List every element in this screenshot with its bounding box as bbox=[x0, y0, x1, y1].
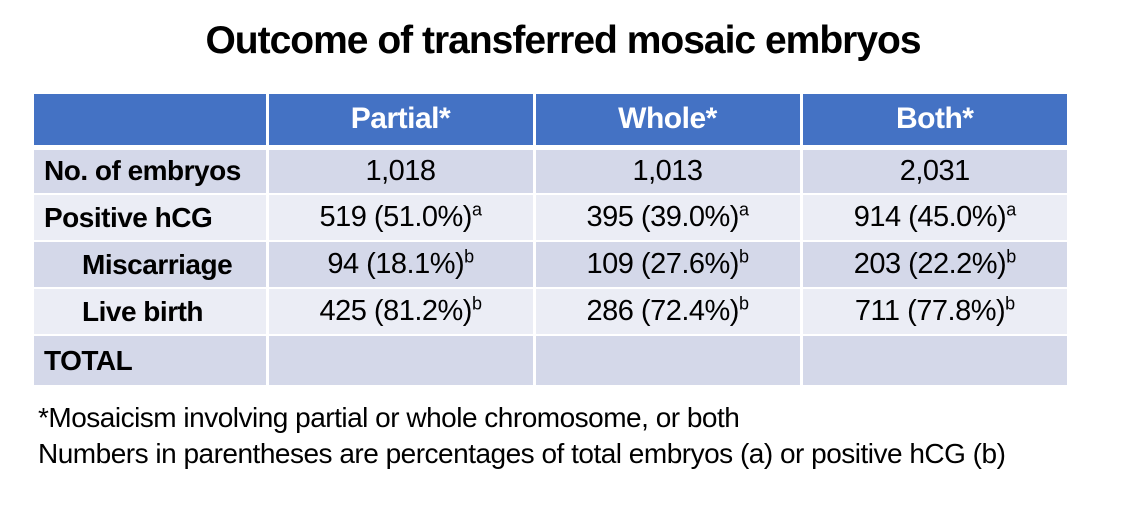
footnote-marker: b bbox=[1005, 293, 1015, 314]
footnote-marker: a bbox=[738, 199, 749, 220]
column-header-blank bbox=[34, 94, 269, 150]
cell-value: 1,013 bbox=[532, 146, 803, 195]
cell-value: 286 (72.4%)b bbox=[532, 287, 803, 336]
cell-value: 1,018 bbox=[265, 146, 536, 195]
row-label: Live birth bbox=[34, 287, 269, 336]
cell-value: 109 (27.6%)b bbox=[532, 240, 803, 289]
outcomes-table: Partial* Whole* Both* No. of embryos 1,01… bbox=[34, 94, 1067, 387]
footnote-marker: b bbox=[738, 246, 749, 267]
cell-value: 395 (39.0%)a bbox=[532, 193, 803, 242]
table-header-row: Partial* Whole* Both* bbox=[34, 94, 1067, 150]
row-label: TOTAL bbox=[34, 334, 269, 387]
page-title: Outcome of transferred mosaic embryos bbox=[205, 19, 921, 62]
table-row: TOTAL bbox=[34, 334, 1067, 387]
cell-value bbox=[532, 334, 803, 387]
cell-value: 94 (18.1%)b bbox=[265, 240, 536, 289]
table-body: No. of embryos 1,018 1,013 2,031 Positive hC… bbox=[34, 146, 1067, 387]
cell-value: 519 (51.0%)a bbox=[265, 193, 536, 242]
cell-value: 425 (81.2%)b bbox=[265, 287, 536, 336]
footnote-marker: b bbox=[738, 293, 749, 314]
footnotes: *Mosaicism involving partial or whole ch… bbox=[38, 400, 1126, 472]
cell-value: 2,031 bbox=[799, 146, 1067, 195]
cell-value: 711 (77.8%)b bbox=[799, 287, 1067, 336]
table-row: Miscarriage 94 (18.1%)b 109 (27.6%)b 203 (2… bbox=[34, 240, 1067, 289]
footnote-marker: b bbox=[464, 246, 474, 267]
footnote-line-1: *Mosaicism involving partial or whole ch… bbox=[38, 402, 740, 433]
column-header-partial: Partial* bbox=[265, 94, 536, 150]
footnote-line-2: Numbers in parentheses are percentages o… bbox=[38, 438, 1006, 469]
table-row: Live birth 425 (81.2%)b 286 (72.4%)b 711 (7… bbox=[34, 287, 1067, 336]
row-label: Miscarriage bbox=[34, 240, 269, 289]
row-label: No. of embryos bbox=[34, 146, 269, 195]
column-header-both: Both* bbox=[799, 94, 1067, 150]
footnote-marker: a bbox=[471, 199, 482, 220]
cell-value: 914 (45.0%)a bbox=[799, 193, 1067, 242]
footnote-marker: b bbox=[1006, 246, 1016, 267]
row-label: Positive hCG bbox=[34, 193, 269, 242]
cell-value bbox=[799, 334, 1067, 387]
cell-value: 203 (22.2%)b bbox=[799, 240, 1067, 289]
table-row: No. of embryos 1,018 1,013 2,031 bbox=[34, 146, 1067, 195]
cell-value bbox=[265, 334, 536, 387]
table-container: Partial* Whole* Both* No. of embryos 1,01… bbox=[34, 94, 1067, 387]
column-header-whole: Whole* bbox=[532, 94, 803, 150]
footnote-marker: a bbox=[1006, 199, 1016, 220]
table-row: Positive hCG 519 (51.0%)a 395 (39.0%)a 914 … bbox=[34, 193, 1067, 242]
footnote-marker: b bbox=[471, 293, 482, 314]
